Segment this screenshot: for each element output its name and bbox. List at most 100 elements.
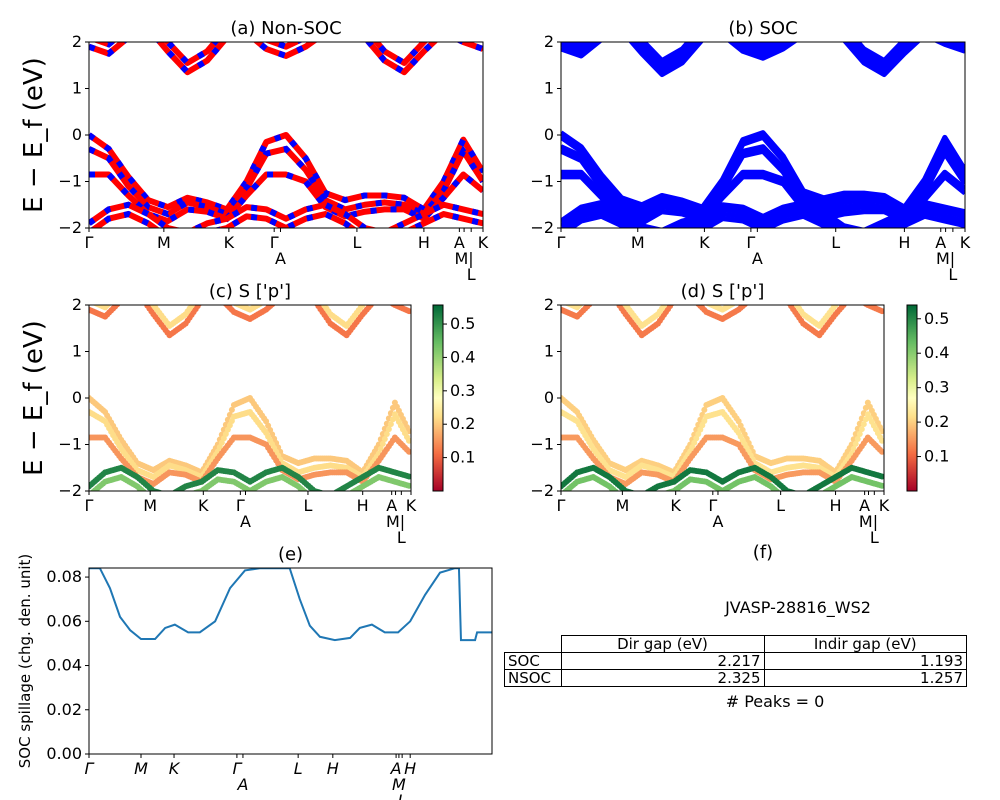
colorbar-segment	[907, 417, 917, 419]
band-point	[788, 498, 794, 504]
x-tick-label: M	[631, 233, 645, 252]
band-point	[108, 298, 114, 304]
colorbar-segment	[433, 365, 443, 367]
band-point	[177, 496, 183, 502]
band-point	[400, 296, 406, 302]
colorbar-segment	[433, 455, 443, 457]
colorbar-tick-label: 0.5	[450, 314, 475, 333]
band-point	[853, 286, 859, 292]
colorbar-segment	[907, 428, 917, 430]
band-point	[201, 287, 207, 293]
colorbar-segment	[907, 370, 917, 372]
band-point	[380, 286, 386, 292]
colorbar-segment	[907, 456, 917, 458]
x-tick-label: L	[948, 265, 957, 284]
colorbar-segment	[433, 350, 443, 352]
band-point	[558, 297, 564, 303]
colorbar-segment	[907, 377, 917, 379]
band-point	[865, 293, 871, 299]
y-tick-label: 1	[544, 342, 554, 361]
band-point	[606, 279, 612, 285]
colorbar-segment	[433, 338, 443, 340]
colorbar-segment	[433, 463, 443, 465]
colorbar-segment	[907, 434, 917, 436]
colorbar-segment	[907, 372, 917, 374]
x-tick-label: L	[467, 265, 476, 284]
band-point	[114, 305, 121, 308]
band-point	[293, 289, 299, 295]
colorbar-segment	[433, 320, 443, 322]
band-point	[367, 305, 374, 308]
band-point	[778, 285, 784, 291]
colorbar-segment	[433, 381, 443, 383]
band-point	[832, 305, 839, 308]
band-point	[651, 495, 657, 501]
band-point	[130, 281, 136, 287]
band-point	[582, 296, 588, 302]
colorbar-tick-label: 0.4	[924, 343, 949, 362]
x-tick-label: L	[303, 496, 312, 515]
colorbar-segment	[433, 450, 443, 452]
colorbar-segment	[433, 331, 443, 333]
colorbar-segment	[433, 312, 443, 314]
x-tick-label: K	[169, 759, 181, 778]
x-tick-label: M	[143, 496, 157, 515]
band-point	[402, 297, 408, 303]
colorbar-segment	[433, 457, 443, 459]
colorbar-segment	[907, 328, 917, 330]
colorbar-segment	[907, 314, 917, 316]
band-point	[589, 305, 593, 306]
band-point	[160, 500, 166, 506]
band-point	[856, 431, 863, 438]
band-point	[608, 282, 614, 288]
band-point	[770, 289, 776, 295]
plot-area	[89, 42, 483, 228]
y-tick-label: 0	[544, 125, 554, 144]
y-tick-label: 0.02	[46, 700, 82, 719]
colorbar-segment	[907, 333, 917, 335]
band-point	[124, 285, 130, 291]
band-point	[852, 440, 859, 447]
x-tick-label: A	[275, 249, 286, 268]
colorbar-segment	[907, 363, 917, 365]
colorbar-segment	[433, 416, 443, 418]
band-point	[879, 299, 885, 305]
band-point	[338, 496, 344, 502]
band-point	[855, 296, 861, 302]
plot-area	[558, 279, 885, 504]
colorbar-segment	[907, 374, 917, 376]
colorbar-segment	[433, 489, 443, 491]
band-point	[590, 297, 596, 303]
band-point	[132, 289, 138, 295]
band-point	[162, 490, 165, 491]
band-point	[311, 288, 317, 294]
band-point	[859, 299, 865, 305]
colorbar-segment	[433, 330, 443, 332]
x-tick-label: A	[935, 233, 946, 252]
colorbar-segment	[907, 389, 917, 391]
x-tick-label: M|	[386, 512, 405, 531]
panel-f-title: (f)	[752, 542, 774, 563]
x-tick-label: L	[352, 233, 361, 252]
band-point	[878, 308, 884, 315]
band-point	[185, 492, 191, 498]
colorbar-segment	[907, 364, 917, 366]
band-point	[382, 287, 388, 293]
colorbar-segment	[433, 318, 443, 320]
band-point	[810, 496, 816, 502]
colorbar-segment	[433, 404, 443, 406]
colorbar-segment	[907, 345, 917, 347]
colorbar-segment	[907, 386, 917, 388]
colorbar-segment	[433, 419, 443, 421]
colorbar-segment	[433, 436, 443, 438]
band-point	[859, 289, 865, 295]
x-tick-label: Γ	[236, 496, 245, 515]
band-point	[878, 448, 884, 455]
x-tick-label: L	[294, 759, 303, 778]
band-point	[330, 501, 336, 507]
band-point	[560, 298, 566, 304]
band-point	[606, 288, 612, 294]
band-point	[201, 297, 207, 303]
panel-title: (c) S ['p']	[209, 281, 291, 302]
colorbar-segment	[433, 323, 443, 325]
